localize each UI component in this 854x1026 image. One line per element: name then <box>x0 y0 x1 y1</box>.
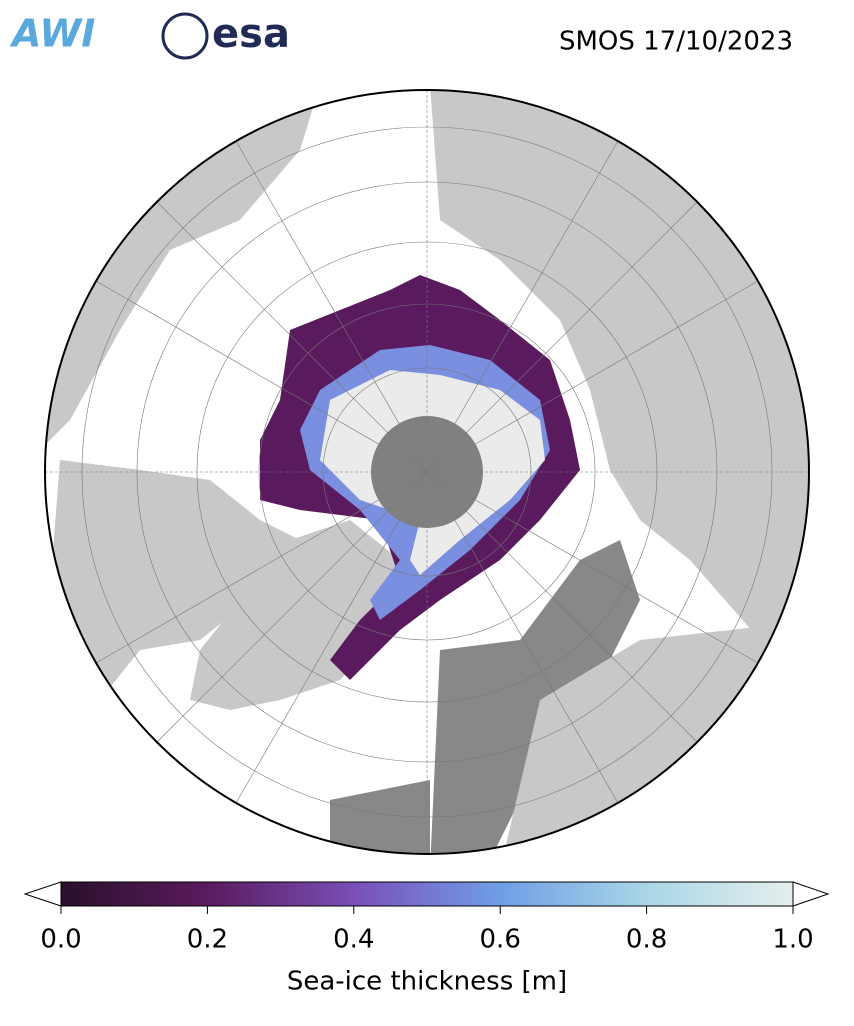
graticule <box>45 90 809 854</box>
title: SMOS 17/10/2023 <box>559 27 793 57</box>
land-canada <box>45 460 300 720</box>
map <box>45 90 809 854</box>
colorbar-tick-label: 0.8 <box>626 925 667 955</box>
colorbar-tick-label: 0.6 <box>480 925 521 955</box>
map-frame <box>44 89 810 855</box>
colorbar-tick-label: 0.4 <box>333 925 374 955</box>
awi-logo: AWI <box>9 12 95 56</box>
colorbar-extend-min <box>23 881 62 907</box>
land-scandinavia <box>430 540 640 854</box>
colorbar-tick-label: 0.0 <box>40 925 81 955</box>
colorbar-tick-label: 1.0 <box>772 925 813 955</box>
esa-emblem <box>161 12 209 60</box>
colorbar-tick-label: 0.2 <box>187 925 228 955</box>
colorbar-extend-max <box>792 881 830 907</box>
colorbar <box>60 881 794 907</box>
colorbar-label: Sea-ice thickness [m] <box>287 967 567 997</box>
esa-logo: esa <box>212 11 290 57</box>
